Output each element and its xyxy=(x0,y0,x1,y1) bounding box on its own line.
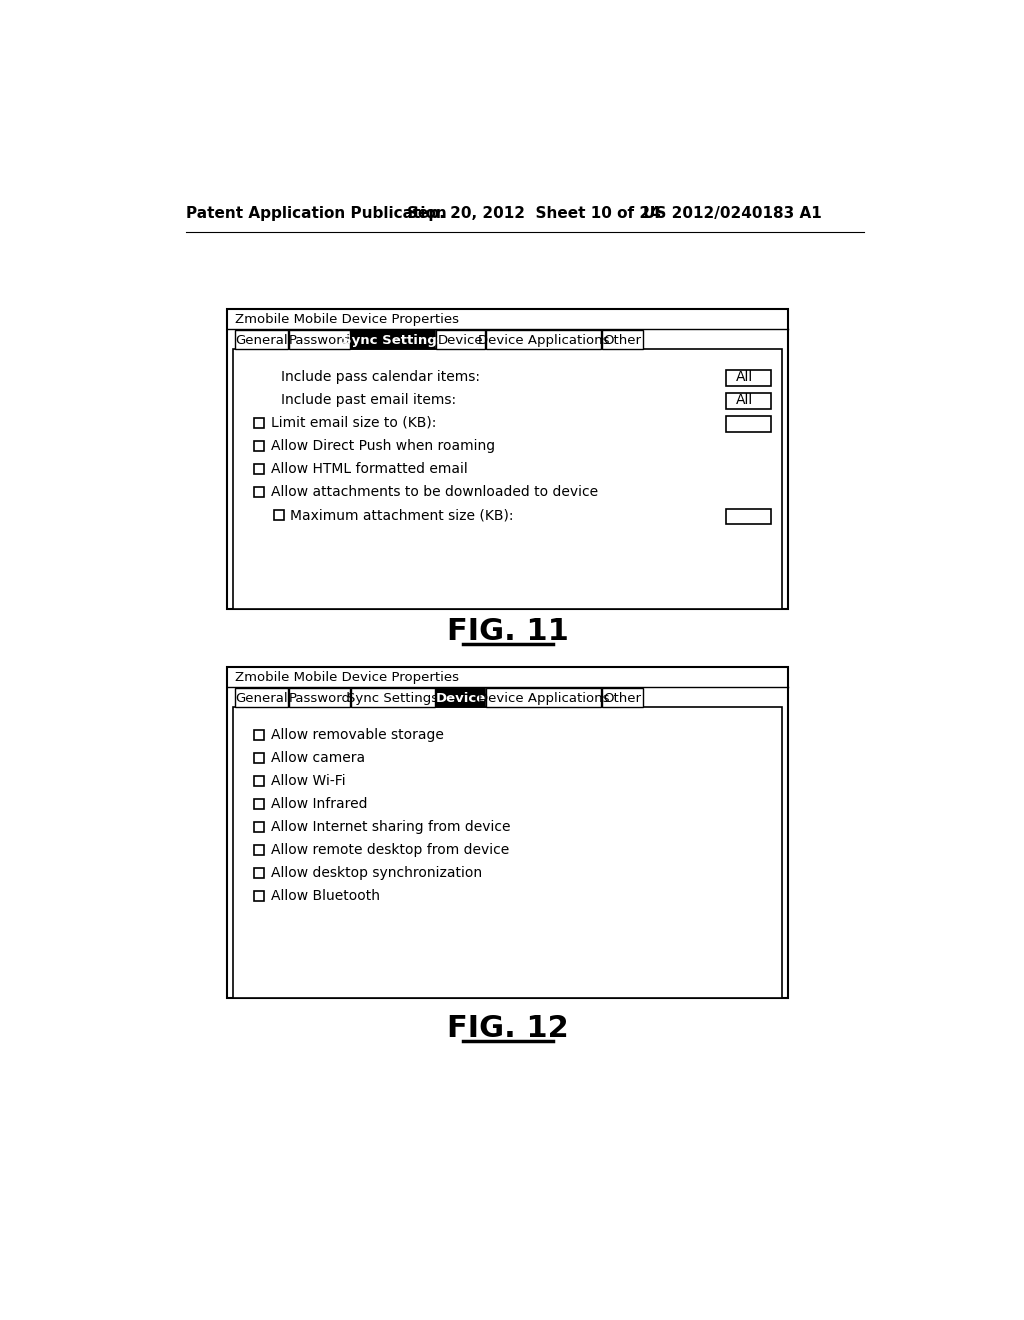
Text: Device Applications: Device Applications xyxy=(477,334,609,347)
Bar xyxy=(227,309,788,609)
Bar xyxy=(602,688,643,708)
Bar xyxy=(602,330,643,350)
Text: Allow removable storage: Allow removable storage xyxy=(270,727,443,742)
Bar xyxy=(254,869,264,878)
Bar xyxy=(254,465,264,474)
Bar xyxy=(254,845,264,855)
Bar xyxy=(254,418,264,428)
Text: Sync Settings: Sync Settings xyxy=(347,692,438,705)
Bar xyxy=(289,688,349,708)
Text: Allow Bluetooth: Allow Bluetooth xyxy=(270,890,380,903)
Text: General: General xyxy=(234,692,288,705)
Bar xyxy=(351,330,435,350)
Text: Zmobile Mobile Device Properties: Zmobile Mobile Device Properties xyxy=(234,671,459,684)
Bar xyxy=(486,330,601,350)
Text: Zmobile Mobile Device Properties: Zmobile Mobile Device Properties xyxy=(234,313,459,326)
Bar xyxy=(254,441,264,451)
Text: Maximum attachment size (KB):: Maximum attachment size (KB): xyxy=(290,508,513,523)
Bar xyxy=(726,393,771,409)
Bar xyxy=(726,508,771,524)
Bar xyxy=(254,822,264,832)
Text: Device Applications: Device Applications xyxy=(477,692,609,705)
Text: Password: Password xyxy=(289,692,350,705)
Bar xyxy=(289,330,349,350)
Bar xyxy=(254,776,264,785)
Text: Include pass calendar items:: Include pass calendar items: xyxy=(282,370,480,384)
Bar xyxy=(254,799,264,809)
Bar xyxy=(436,688,484,708)
Bar xyxy=(254,730,264,739)
Text: Allow Direct Push when roaming: Allow Direct Push when roaming xyxy=(270,440,495,453)
Text: All: All xyxy=(735,370,753,384)
Text: General: General xyxy=(234,334,288,347)
Text: Limit email size to (KB):: Limit email size to (KB): xyxy=(270,416,436,430)
Text: US 2012/0240183 A1: US 2012/0240183 A1 xyxy=(643,206,822,222)
Text: Sep. 20, 2012  Sheet 10 of 24: Sep. 20, 2012 Sheet 10 of 24 xyxy=(407,206,660,222)
Bar xyxy=(254,891,264,902)
Bar xyxy=(726,370,771,385)
Text: Sync Settings: Sync Settings xyxy=(342,334,444,347)
Bar xyxy=(351,688,435,708)
Bar xyxy=(227,667,788,998)
Bar xyxy=(273,511,284,520)
Text: Allow camera: Allow camera xyxy=(270,751,365,764)
Text: Patent Application Publication: Patent Application Publication xyxy=(186,206,446,222)
Bar xyxy=(726,416,771,432)
Text: Allow Wi-Fi: Allow Wi-Fi xyxy=(270,774,345,788)
Text: Allow desktop synchronization: Allow desktop synchronization xyxy=(270,866,481,880)
Text: Other: Other xyxy=(603,692,641,705)
Text: Other: Other xyxy=(603,334,641,347)
Text: Allow HTML formatted email: Allow HTML formatted email xyxy=(270,462,467,477)
Bar xyxy=(254,752,264,763)
Text: Allow Internet sharing from device: Allow Internet sharing from device xyxy=(270,820,510,834)
Bar xyxy=(254,487,264,498)
Text: Allow attachments to be downloaded to device: Allow attachments to be downloaded to de… xyxy=(270,486,598,499)
Bar xyxy=(234,688,288,708)
Bar xyxy=(436,330,484,350)
Text: Password: Password xyxy=(289,334,350,347)
Bar xyxy=(233,706,782,998)
Text: All: All xyxy=(735,393,753,407)
Bar xyxy=(233,348,782,609)
Bar xyxy=(486,688,601,708)
Text: Device: Device xyxy=(435,692,485,705)
Text: FIG. 12: FIG. 12 xyxy=(446,1014,568,1043)
Bar xyxy=(234,330,288,350)
Text: Device: Device xyxy=(437,334,483,347)
Text: Allow remote desktop from device: Allow remote desktop from device xyxy=(270,843,509,857)
Text: FIG. 11: FIG. 11 xyxy=(446,618,568,647)
Text: Include past email items:: Include past email items: xyxy=(282,393,457,407)
Text: Allow Infrared: Allow Infrared xyxy=(270,797,367,810)
